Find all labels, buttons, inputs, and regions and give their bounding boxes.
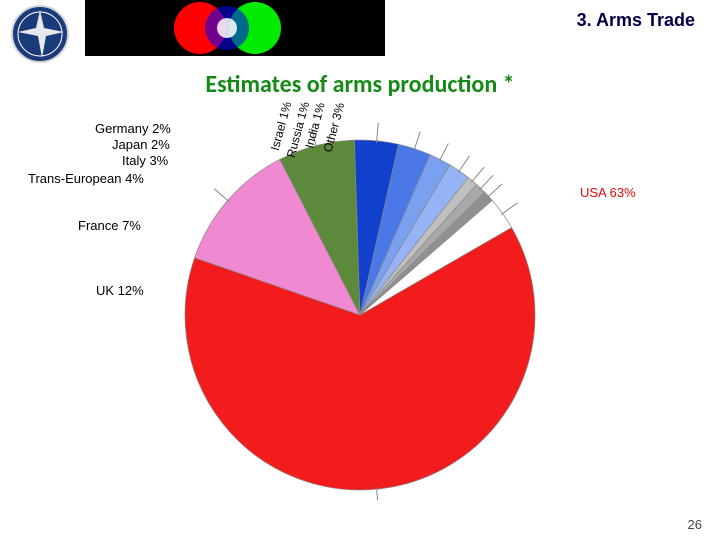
- leader-israel: [471, 167, 484, 182]
- pie-svg: [150, 110, 570, 500]
- leader-russia: [479, 175, 493, 189]
- leader-transeu: [376, 123, 378, 143]
- venn-diagram-icon: [90, 0, 380, 56]
- emblem-icon: [10, 4, 70, 64]
- leader-uk: [214, 189, 229, 202]
- page-number: 26: [688, 517, 702, 532]
- section-label: 3. Arms Trade: [577, 10, 695, 31]
- pie-chart: USA 63% UK 12% France 7% Trans-European 4% I…: [0, 105, 720, 500]
- slice-label-germany: Germany 2%: [95, 121, 171, 136]
- leader-italy: [414, 132, 420, 151]
- slice-label-uk: UK 12%: [96, 283, 144, 298]
- leader-india: [487, 184, 502, 198]
- slice-label-italy: Italy 3%: [122, 153, 168, 168]
- slice-label-japan: Japan 2%: [112, 137, 170, 152]
- header: 3. Arms Trade: [0, 0, 720, 60]
- slide: 3. Arms Trade Estimates of arms producti…: [0, 0, 720, 540]
- slice-label-usa: USA 63%: [580, 185, 636, 200]
- slice-label-france: France 7%: [78, 218, 141, 233]
- leader-germany: [458, 156, 469, 172]
- leader-other: [501, 203, 517, 215]
- chart-title: Estimates of arms production *: [0, 70, 720, 99]
- leader-japan: [439, 143, 448, 161]
- slice-label-transeu: Trans-European 4%: [28, 171, 144, 186]
